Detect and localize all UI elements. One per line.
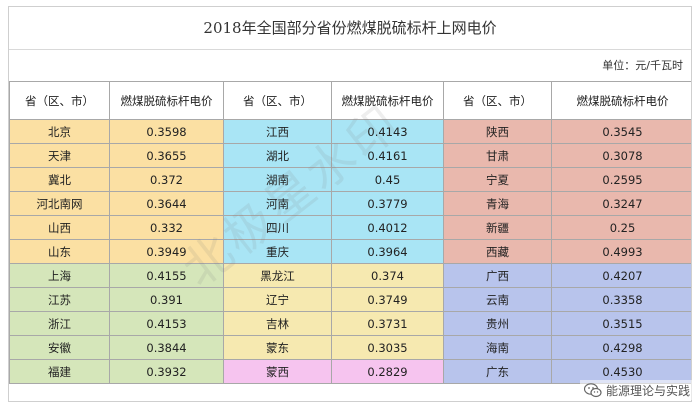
province-cell: 河南	[223, 191, 332, 216]
province-cell: 海南	[443, 335, 552, 360]
price-cell: 0.4530	[551, 359, 691, 384]
header-price-3: 燃煤脱硫标杆电价	[551, 81, 691, 120]
price-cell: 0.3949	[109, 239, 224, 264]
table-row: 江苏 0.391 辽宁 0.3749 云南 0.3358	[9, 287, 691, 312]
province-cell: 辽宁	[223, 287, 332, 312]
price-cell: 0.3731	[331, 311, 444, 336]
province-cell: 山西	[9, 215, 110, 240]
price-cell: 0.3598	[109, 119, 224, 144]
province-cell: 青海	[443, 191, 552, 216]
province-cell: 湖北	[223, 143, 332, 168]
wechat-icon	[583, 382, 602, 398]
table-row: 浙江 0.4153 吉林 0.3731 贵州 0.3515	[9, 311, 691, 336]
price-cell: 0.374	[331, 263, 444, 288]
price-cell: 0.4298	[551, 335, 691, 360]
header-province-2: 省（区、市）	[223, 81, 332, 120]
province-cell: 甘肃	[443, 143, 552, 168]
price-cell: 0.3964	[331, 239, 444, 264]
table-row: 冀北 0.372 湖南 0.45 宁夏 0.2595	[9, 167, 691, 192]
price-cell: 0.4161	[331, 143, 444, 168]
table-row: 山西 0.332 四川 0.4012 新疆 0.25	[9, 215, 691, 240]
province-cell: 四川	[223, 215, 332, 240]
province-cell: 广西	[443, 263, 552, 288]
price-cell: 0.3749	[331, 287, 444, 312]
price-cell: 0.3779	[331, 191, 444, 216]
header-province-3: 省（区、市）	[443, 81, 552, 120]
wechat-account-name: 能源理论与实践	[605, 383, 690, 398]
header-province-1: 省（区、市）	[9, 81, 110, 120]
price-cell: 0.4153	[109, 311, 224, 336]
price-cell: 0.3515	[551, 311, 691, 336]
province-cell: 冀北	[9, 167, 110, 192]
price-cell: 0.3358	[551, 287, 691, 312]
price-cell: 0.4207	[551, 263, 691, 288]
price-cell: 0.3655	[109, 143, 224, 168]
header-price-2: 燃煤脱硫标杆电价	[331, 81, 444, 120]
price-cell: 0.332	[109, 215, 224, 240]
price-table: 省（区、市） 燃煤脱硫标杆电价 省（区、市） 燃煤脱硫标杆电价 省（区、市） 燃…	[9, 81, 691, 384]
province-cell: 江西	[223, 119, 332, 144]
table-row: 福建 0.3932 蒙西 0.2829 广东 0.4530	[9, 359, 691, 384]
price-cell: 0.3078	[551, 143, 691, 168]
province-cell: 吉林	[223, 311, 332, 336]
province-cell: 福建	[9, 359, 110, 384]
province-cell: 重庆	[223, 239, 332, 264]
table-row: 山东 0.3949 重庆 0.3964 西藏 0.4993	[9, 239, 691, 264]
table-row: 河北南网 0.3644 河南 0.3779 青海 0.3247	[9, 191, 691, 216]
province-cell: 云南	[443, 287, 552, 312]
province-cell: 江苏	[9, 287, 110, 312]
price-cell: 0.4143	[331, 119, 444, 144]
price-cell: 0.2829	[331, 359, 444, 384]
price-cell: 0.3644	[109, 191, 224, 216]
province-cell: 黑龙江	[223, 263, 332, 288]
table-row: 北京 0.3598 江西 0.4143 陕西 0.3545	[9, 119, 691, 144]
unit-label: 单位：元/千瓦时	[602, 59, 683, 72]
price-cell: 0.4155	[109, 263, 224, 288]
price-cell: 0.391	[109, 287, 224, 312]
province-cell: 新疆	[443, 215, 552, 240]
price-table-frame: 2018年全国部分省份燃煤脱硫标杆上网电价 单位：元/千瓦时 省（区、市） 燃煤…	[8, 6, 692, 402]
table-row: 安徽 0.3844 蒙东 0.3035 海南 0.4298	[9, 335, 691, 360]
province-cell: 上海	[9, 263, 110, 288]
wechat-badge: 能源理论与实践	[579, 380, 694, 400]
price-cell: 0.3035	[331, 335, 444, 360]
header-row: 省（区、市） 燃煤脱硫标杆电价 省（区、市） 燃煤脱硫标杆电价 省（区、市） 燃…	[9, 81, 691, 120]
province-cell: 山东	[9, 239, 110, 264]
province-cell: 河北南网	[9, 191, 110, 216]
price-cell: 0.4012	[331, 215, 444, 240]
price-cell: 0.3932	[109, 359, 224, 384]
price-cell: 0.3247	[551, 191, 691, 216]
province-cell: 西藏	[443, 239, 552, 264]
price-cell: 0.45	[331, 167, 444, 192]
price-cell: 0.2595	[551, 167, 691, 192]
province-cell: 浙江	[9, 311, 110, 336]
province-cell: 蒙西	[223, 359, 332, 384]
table-row: 天津 0.3655 湖北 0.4161 甘肃 0.3078	[9, 143, 691, 168]
province-cell: 陕西	[443, 119, 552, 144]
price-cell: 0.4993	[551, 239, 691, 264]
province-cell: 蒙东	[223, 335, 332, 360]
price-cell: 0.3844	[109, 335, 224, 360]
price-cell: 0.372	[109, 167, 224, 192]
province-cell: 安徽	[9, 335, 110, 360]
header-price-1: 燃煤脱硫标杆电价	[109, 81, 224, 120]
province-cell: 贵州	[443, 311, 552, 336]
province-cell: 北京	[9, 119, 110, 144]
province-cell: 湖南	[223, 167, 332, 192]
province-cell: 天津	[9, 143, 110, 168]
price-cell: 0.25	[551, 215, 691, 240]
table-title: 2018年全国部分省份燃煤脱硫标杆上网电价	[9, 7, 691, 50]
price-cell: 0.3545	[551, 119, 691, 144]
province-cell: 广东	[443, 359, 552, 384]
table-row: 上海 0.4155 黑龙江 0.374 广西 0.4207	[9, 263, 691, 288]
province-cell: 宁夏	[443, 167, 552, 192]
